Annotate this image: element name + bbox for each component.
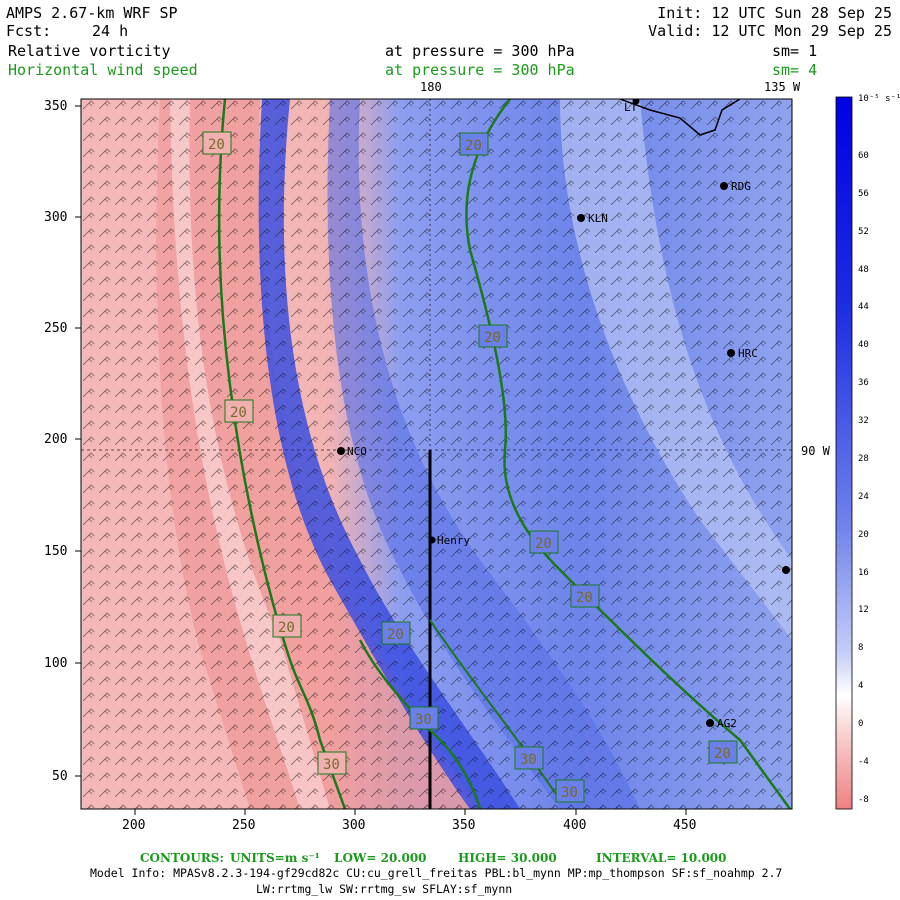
svg-text:450: 450 [673, 818, 696, 833]
svg-text:200: 200 [122, 818, 145, 833]
valid-time: Valid: 12 UTC Mon 29 Sep 25 [648, 22, 892, 40]
svg-text:AG2: AG2 [717, 717, 737, 730]
svg-text:100: 100 [44, 656, 67, 671]
field1-name: Relative vorticity [8, 42, 171, 60]
contours-low: LOW= 20.000 [334, 851, 427, 865]
svg-text:-8: -8 [858, 795, 869, 805]
svg-text:48: 48 [858, 265, 869, 275]
field2-level: at pressure = 300 hPa [385, 61, 575, 79]
svg-text:20: 20 [278, 620, 295, 636]
field1-smoothing: sm= 1 [772, 42, 818, 60]
svg-text:20: 20 [208, 137, 225, 153]
svg-text:150: 150 [44, 544, 67, 559]
svg-text:250: 250 [44, 321, 67, 336]
svg-text:350: 350 [452, 818, 475, 833]
x-axis: 200 250 300 350 400 450 [122, 809, 696, 833]
svg-text:350: 350 [44, 99, 67, 114]
svg-text:20: 20 [858, 530, 869, 540]
svg-text:30: 30 [323, 757, 340, 773]
stations: NCO Henry KLN RDG HRC AG2 LT [337, 99, 790, 730]
meridian-90w-label: 90 W [801, 444, 831, 458]
wind-contour-east [465, 99, 792, 809]
contours-units: UNITS=m s⁻¹ [230, 851, 320, 865]
contour-labels: 20 20 20 30 20 20 20 20 30 30 20 30 20 [202, 131, 738, 803]
svg-text:HRC: HRC [738, 347, 758, 360]
svg-text:28: 28 [858, 454, 869, 464]
svg-text:12: 12 [858, 605, 869, 615]
svg-text:Henry: Henry [437, 534, 470, 547]
contours-high: HIGH= 30.000 [458, 851, 557, 865]
svg-text:50: 50 [52, 769, 68, 784]
svg-text:20: 20 [576, 590, 593, 606]
svg-text:16: 16 [858, 568, 869, 578]
svg-text:0: 0 [858, 719, 863, 729]
svg-text:-4: -4 [858, 757, 869, 767]
svg-text:40: 40 [858, 340, 869, 350]
svg-text:24: 24 [858, 492, 869, 502]
colorbar-unit: 10⁻⁵ s⁻¹ [858, 94, 900, 104]
svg-text:300: 300 [342, 818, 365, 833]
field1-level: at pressure = 300 hPa [385, 42, 575, 60]
contours-label: CONTOURS: [140, 851, 224, 865]
meridian-180-label: 180 [420, 80, 442, 94]
svg-text:20: 20 [230, 405, 247, 421]
svg-text:30: 30 [561, 785, 578, 801]
wind-contour-south [429, 619, 561, 801]
svg-text:20: 20 [465, 138, 482, 154]
field2-smoothing: sm= 4 [772, 61, 818, 79]
model-title: AMPS 2.67-km WRF SP [6, 4, 178, 22]
colorbar: 10⁻⁵ s⁻¹ 60 56 52 48 44 40 36 32 28 24 2… [835, 94, 900, 810]
svg-text:20: 20 [535, 536, 552, 552]
wind-contour-mid [358, 639, 482, 809]
map-frame [80, 98, 793, 810]
svg-text:LT: LT [624, 101, 638, 114]
svg-text:20: 20 [714, 746, 731, 762]
svg-text:KLN: KLN [588, 212, 608, 225]
svg-text:60: 60 [858, 151, 869, 161]
svg-text:36: 36 [858, 378, 869, 388]
model-info-line2: LW:rrtmg_lw SW:rrtmg_sw SFLAY:sf_mynn [256, 882, 513, 896]
svg-text:NCO: NCO [347, 445, 367, 458]
init-time: Init: 12 UTC Sun 28 Sep 25 [657, 4, 892, 22]
map-field: 20 20 20 30 20 20 20 20 30 30 20 30 20 N… [81, 99, 792, 809]
field2-name: Horizontal wind speed [8, 61, 198, 79]
svg-text:4: 4 [858, 681, 863, 691]
contours-interval: INTERVAL= 10.000 [596, 851, 727, 865]
svg-text:250: 250 [232, 818, 255, 833]
wind-contour-west [217, 99, 347, 809]
svg-text:20: 20 [484, 330, 501, 346]
svg-text:30: 30 [415, 712, 432, 728]
meridian-135w-label: 135 W [764, 80, 801, 94]
forecast-hour: 24 h [92, 22, 129, 40]
forecast-label: Fcst: [6, 22, 52, 40]
svg-text:30: 30 [520, 752, 537, 768]
svg-text:56: 56 [858, 189, 869, 199]
svg-text:44: 44 [858, 302, 869, 312]
svg-text:400: 400 [563, 818, 586, 833]
y-axis: 50 100 150 200 250 300 350 [44, 99, 81, 784]
svg-text:8: 8 [858, 643, 863, 653]
svg-text:52: 52 [858, 227, 869, 237]
svg-text:200: 200 [44, 432, 67, 447]
svg-text:RDG: RDG [731, 180, 751, 193]
svg-text:32: 32 [858, 416, 869, 426]
svg-text:300: 300 [44, 210, 67, 225]
model-info-line1: Model Info: MPASv8.2.3-194-gf29cd82c CU:… [90, 866, 783, 880]
svg-text:20: 20 [387, 627, 404, 643]
